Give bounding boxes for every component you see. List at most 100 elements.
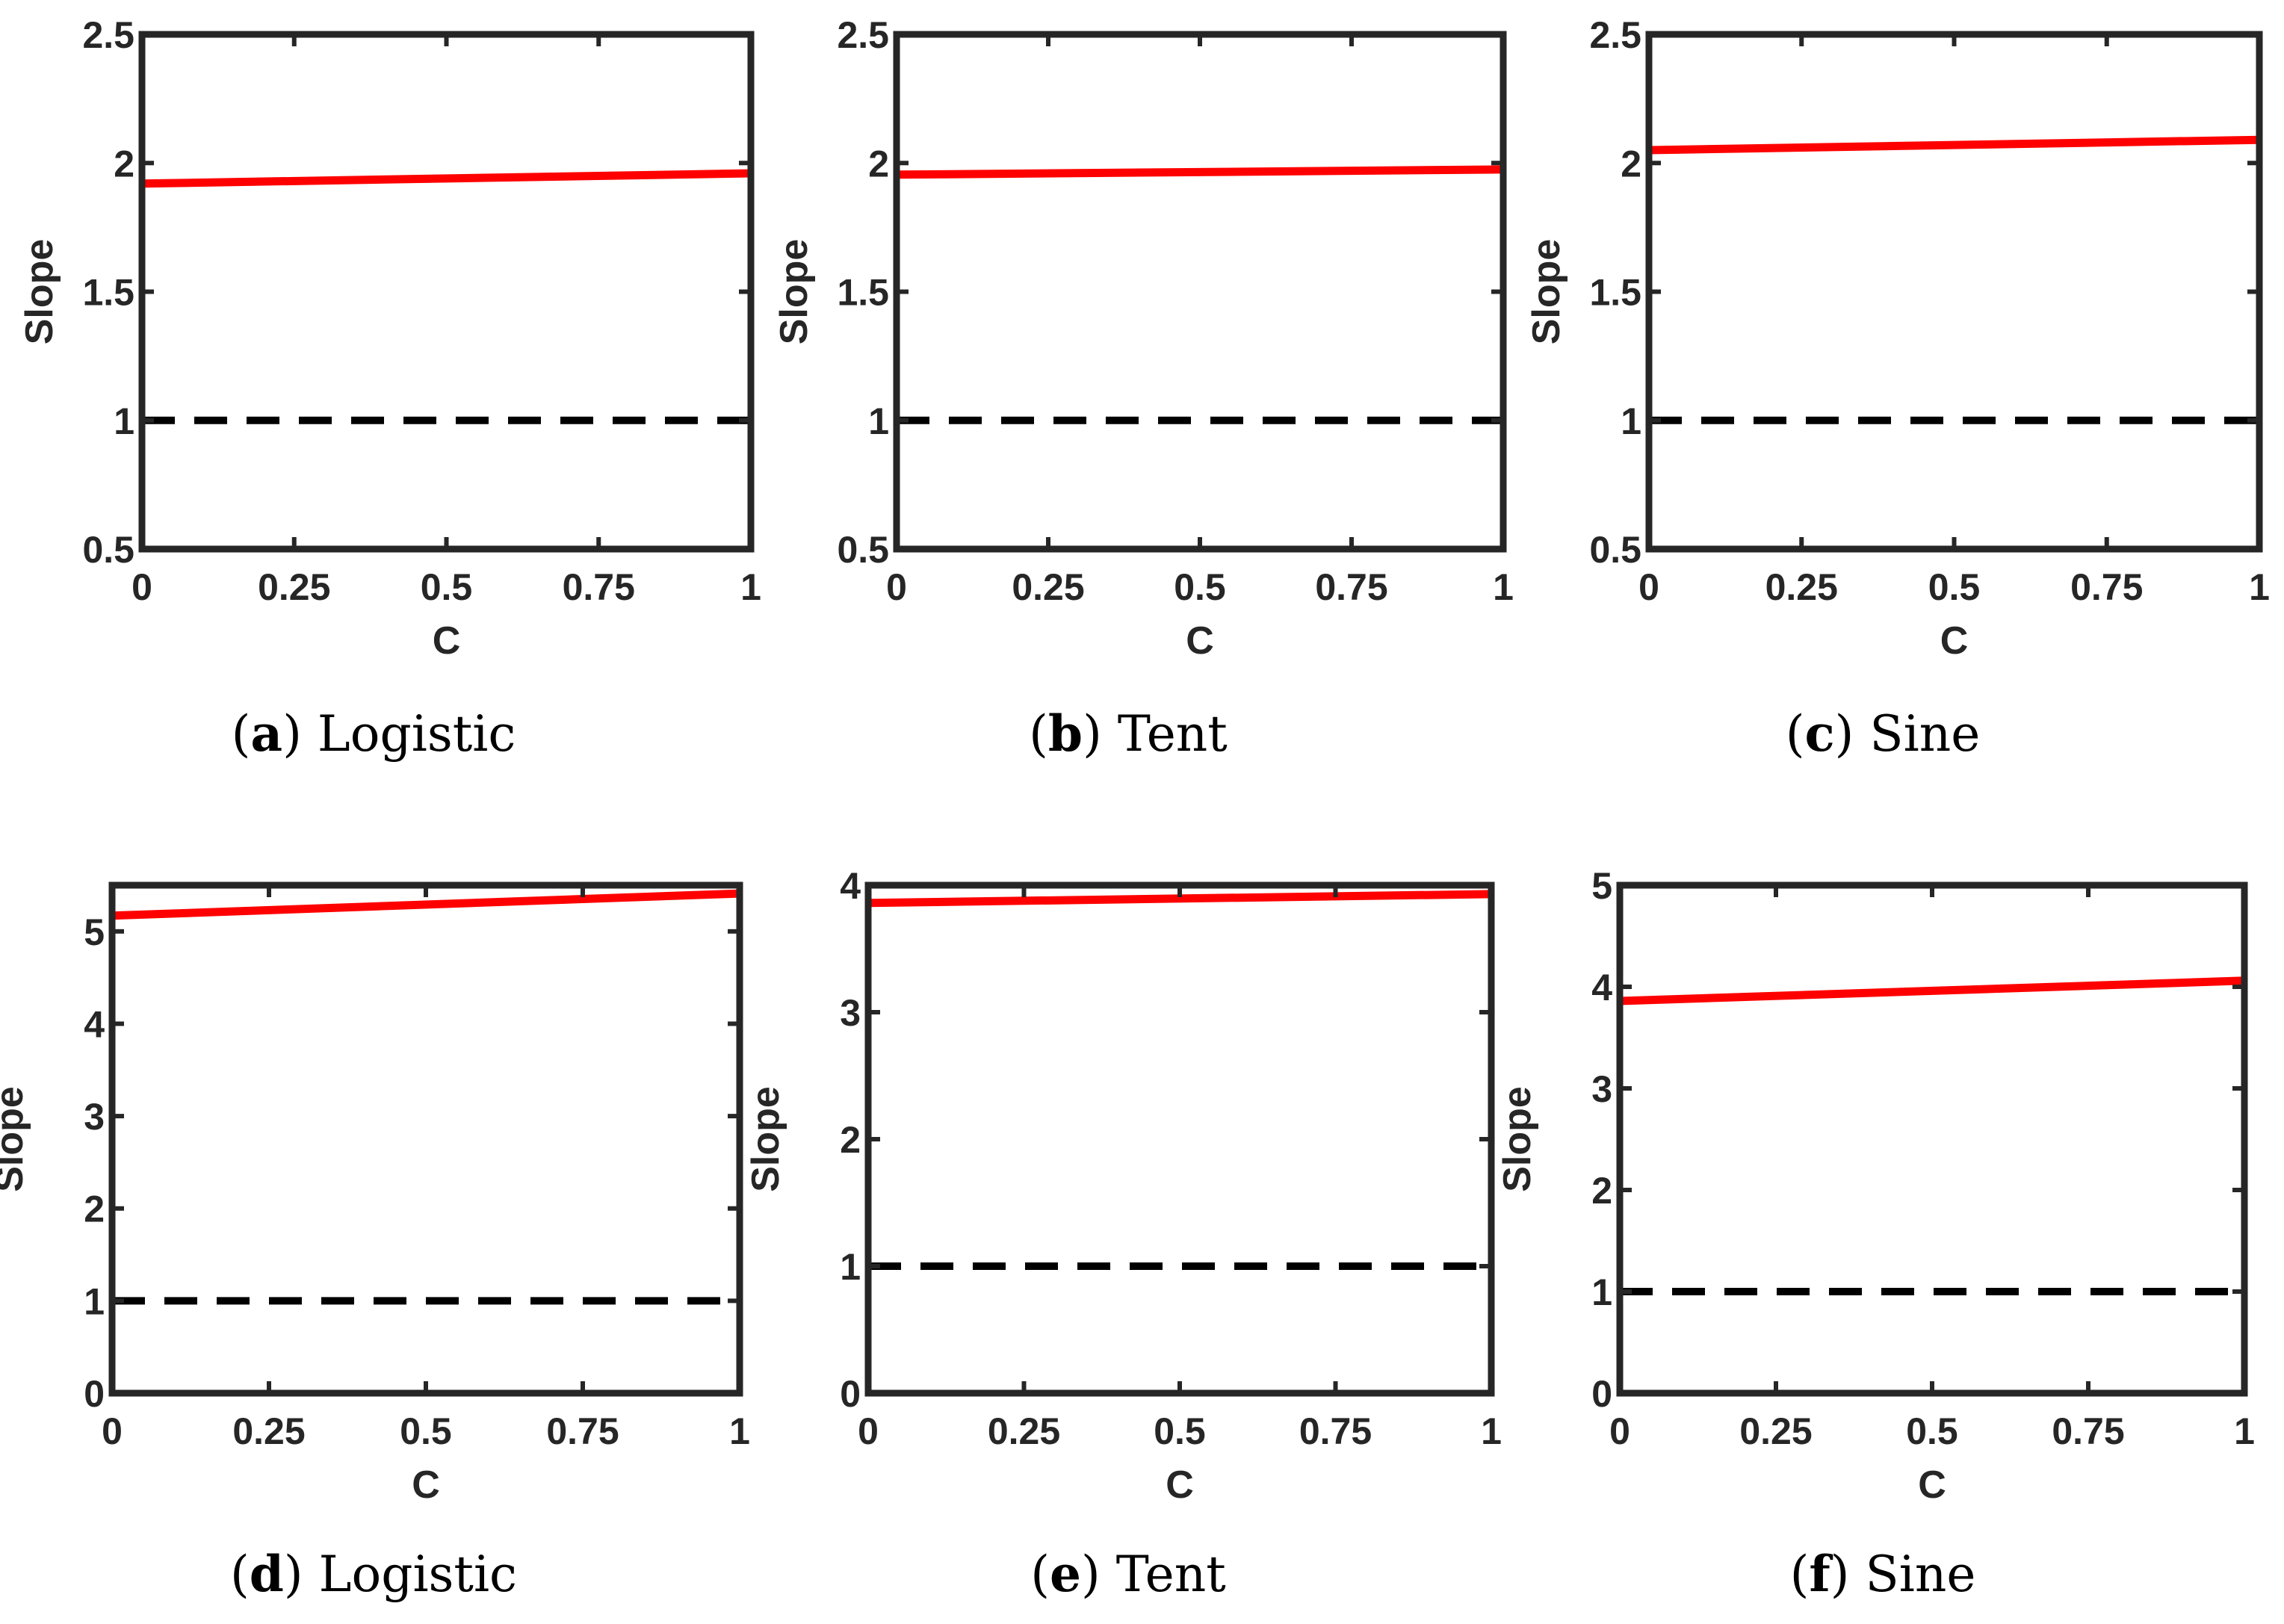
y-tick-label: 0 [84,1373,105,1415]
panel-caption: (b) Tent [1029,704,1228,763]
slope-line [111,889,740,920]
panel-f: 0 0.25 0.5 0.75 1 0 1 2 3 4 5 C Slope (f) Sine [1496,865,2255,1603]
caption-name: Tent [1116,1546,1226,1603]
x-tick-label: 1 [1481,1410,1502,1452]
caption-paren-open: ( [1790,1546,1810,1603]
y-tick-label: 1 [84,1280,105,1322]
slope-line [1619,976,2245,1005]
x-tick-label: 0.25 [988,1410,1060,1452]
axes-frame [864,881,1495,1397]
caption-paren-open: ( [232,705,251,763]
caption-letter: f [1809,1545,1833,1603]
y-tick-label: 3 [1591,1068,1612,1110]
y-tick-label: 2 [1591,1170,1612,1212]
x-tick-label: 0.25 [258,566,330,608]
x-tick-label: 0.25 [232,1410,305,1452]
y-tick-label: 3 [84,1096,105,1138]
caption-letter: b [1048,704,1083,763]
y-axis-label: Slope [1496,1086,1539,1192]
x-tick-label: 0 [1609,1410,1630,1452]
panel-caption: (a) Logistic [232,704,516,763]
x-tick-label: 0.25 [1765,566,1838,608]
y-axis-label: Slope [0,1086,31,1192]
x-tick-label: 0 [131,566,152,608]
x-tick-label: 0.75 [2052,1410,2124,1452]
x-tick-label: 0.75 [546,1410,619,1452]
caption-paren-close: ) [1081,1546,1116,1603]
x-tick-label: 0 [102,1410,123,1452]
x-tick-label: 1 [2249,566,2270,608]
axes-frame [108,881,743,1397]
caption-paren-close: ) [1835,705,1870,763]
panel-b: 0 0.25 0.5 0.75 1 0.5 1 1.5 2 2.5 C Slope (b) Tent [773,14,1514,763]
x-tick-label: 0.5 [1906,1410,1958,1452]
axes-frame [1616,881,2248,1397]
y-tick-label: 4 [840,865,861,907]
x-tick-label: 0.5 [1928,566,1981,608]
caption-paren-close: ) [1083,705,1118,763]
y-tick-label: 1.5 [1589,272,1641,314]
caption-name: Tent [1118,705,1228,763]
x-axis-label: C [412,1463,440,1507]
x-axis-label: C [1918,1463,1946,1507]
x-tick-label: 0.5 [1174,566,1226,608]
x-axis-label: C [433,619,461,663]
caption-name: Sine [1866,1546,1976,1603]
y-tick-label: 2 [1621,143,1641,185]
y-tick-label: 1 [1621,400,1641,442]
x-tick-label: 0.5 [400,1410,452,1452]
x-tick-label: 0.75 [1315,566,1387,608]
x-tick-label: 0 [886,566,907,608]
x-tick-label: 0.5 [421,566,473,608]
y-tick-label: 0 [840,1373,861,1415]
caption-name: Sine [1869,705,1980,763]
x-axis-label: C [1940,619,1969,663]
y-tick-label: 3 [840,992,861,1034]
caption-paren-open: ( [1029,705,1048,763]
y-tick-label: 1 [114,400,134,442]
x-tick-label: 1 [729,1410,750,1452]
x-tick-label: 1 [2234,1410,2255,1452]
y-tick-label: 0 [1591,1373,1612,1415]
x-tick-label: 0.75 [1299,1410,1372,1452]
panel-caption: (e) Tent [1030,1545,1225,1603]
x-tick-label: 1 [740,566,761,608]
panel-a: 0 0.25 0.5 0.75 1 0.5 1 1.5 2 2.5 C Slope (a) Logist… [18,14,761,763]
x-tick-label: 0.75 [563,566,635,608]
x-axis-label: C [1186,619,1214,663]
y-tick-label: 0.5 [1589,529,1641,571]
caption-name: Logistic [319,1546,517,1603]
slope-line [141,169,752,188]
axes-frame [893,31,1507,553]
panel-e: 0 0.25 0.5 0.75 1 0 1 2 3 4 C Slope (e) Tent [744,865,1502,1603]
panel-caption: (f) Sine [1790,1545,1976,1603]
y-tick-label: 1 [868,400,889,442]
slope-line [896,165,1504,179]
y-axis-label: Slope [1525,239,1568,345]
caption-paren-open: ( [230,1546,250,1603]
y-tick-label: 5 [84,911,105,953]
y-tick-label: 4 [1591,967,1612,1008]
caption-letter: e [1050,1545,1081,1603]
y-tick-label: 0.5 [82,529,134,571]
y-tick-label: 2 [840,1119,861,1161]
caption-paren-close: ) [1830,1546,1866,1603]
y-axis-label: Slope [18,239,61,345]
y-tick-label: 4 [84,1003,105,1045]
axes-frame [138,31,755,553]
caption-letter: a [250,704,282,763]
y-tick-label: 2.5 [837,14,889,56]
slope-line [1648,135,2260,155]
y-tick-label: 1 [1591,1271,1612,1313]
x-tick-label: 0.75 [2070,566,2143,608]
panel-caption: (d) Logistic [230,1545,517,1603]
caption-paren-open: ( [1030,1546,1050,1603]
y-tick-label: 0.5 [837,529,889,571]
y-tick-label: 2 [868,143,889,185]
x-tick-label: 0 [858,1410,879,1452]
y-tick-label: 2.5 [1589,14,1641,56]
y-axis-label: Slope [744,1086,787,1192]
y-tick-label: 2 [84,1188,105,1230]
caption-paren-close: ) [284,1546,319,1603]
